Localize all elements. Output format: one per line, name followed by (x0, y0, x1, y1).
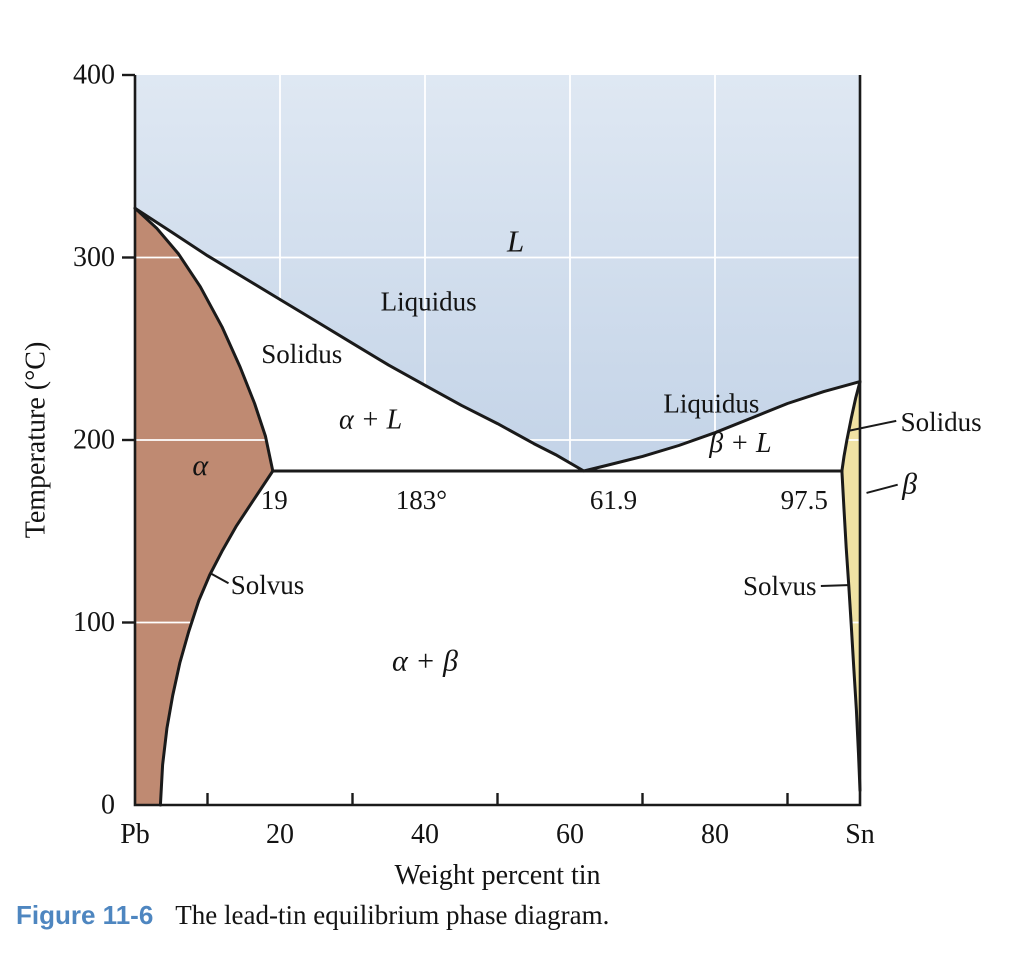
liquidus-left-label: Liquidus (381, 286, 477, 316)
x-axis-label-40: 40 (411, 819, 439, 850)
alpha-plus-beta-label: α + β (392, 644, 458, 677)
y-axis-label-200: 200 (73, 425, 115, 456)
region-alpha (135, 208, 273, 805)
figure-number: Figure 11-6 (16, 900, 154, 930)
x-axis-title: Weight percent tin (394, 860, 600, 891)
solidus-right-label: Solidus (901, 407, 982, 437)
liquid-region-label: L (506, 224, 524, 259)
solidus-left-label: Solidus (261, 339, 342, 369)
y-axis-label-0: 0 (101, 790, 115, 821)
solvus-right-leader (820, 584, 848, 587)
beta-eutectic-composition: 97.5 (781, 485, 828, 515)
phase-diagram-chart: L Liquidus Solidus α + L Liquidus β + L α 19 183… (21, 60, 982, 892)
solvus-right-label: Solvus (743, 571, 817, 601)
beta-plus-liquid-label: β + L (708, 428, 771, 459)
x-axis-label-20: 20 (266, 819, 294, 850)
alpha-region-label: α (192, 449, 209, 482)
region-liquid (135, 75, 860, 471)
beta-leader (866, 483, 898, 494)
x-axis-label-80: 80 (701, 819, 729, 850)
curve-solvus-left (158, 469, 275, 807)
alpha-eutectic-composition: 19 (261, 485, 288, 515)
alpha-plus-liquid-label: α + L (339, 404, 402, 435)
eutectic-composition: 61.9 (590, 485, 637, 515)
eutectic-temperature: 183° (396, 485, 447, 515)
x-axis-label-60: 60 (556, 819, 584, 850)
y-axis-label-100: 100 (73, 607, 115, 638)
solvus-left-leader (209, 572, 230, 585)
curve-solidus-right (840, 380, 862, 473)
curve-liquidus-left (133, 206, 586, 473)
liquidus-right-label: Liquidus (663, 389, 759, 419)
y-axis-label-400: 400 (73, 60, 115, 91)
y-axis-label-300: 300 (73, 242, 115, 273)
solidus-right-leader (848, 419, 897, 432)
beta-region-label: β (901, 467, 917, 500)
curve-solidus-left (133, 206, 275, 473)
solvus-left-label: Solvus (231, 570, 305, 600)
x-axis-label-Pb: Pb (120, 819, 150, 850)
curve-solvus-right (840, 469, 862, 792)
figure-caption-text: The lead-tin equilibrium phase diagram. (175, 900, 610, 930)
curve-liquidus-right (582, 380, 862, 473)
y-axis-title: Temperature (°C) (21, 342, 52, 539)
x-axis-label-Sn: Sn (845, 819, 875, 850)
figure-caption: Figure 11-6 The lead-tin equilibrium pha… (16, 900, 609, 931)
